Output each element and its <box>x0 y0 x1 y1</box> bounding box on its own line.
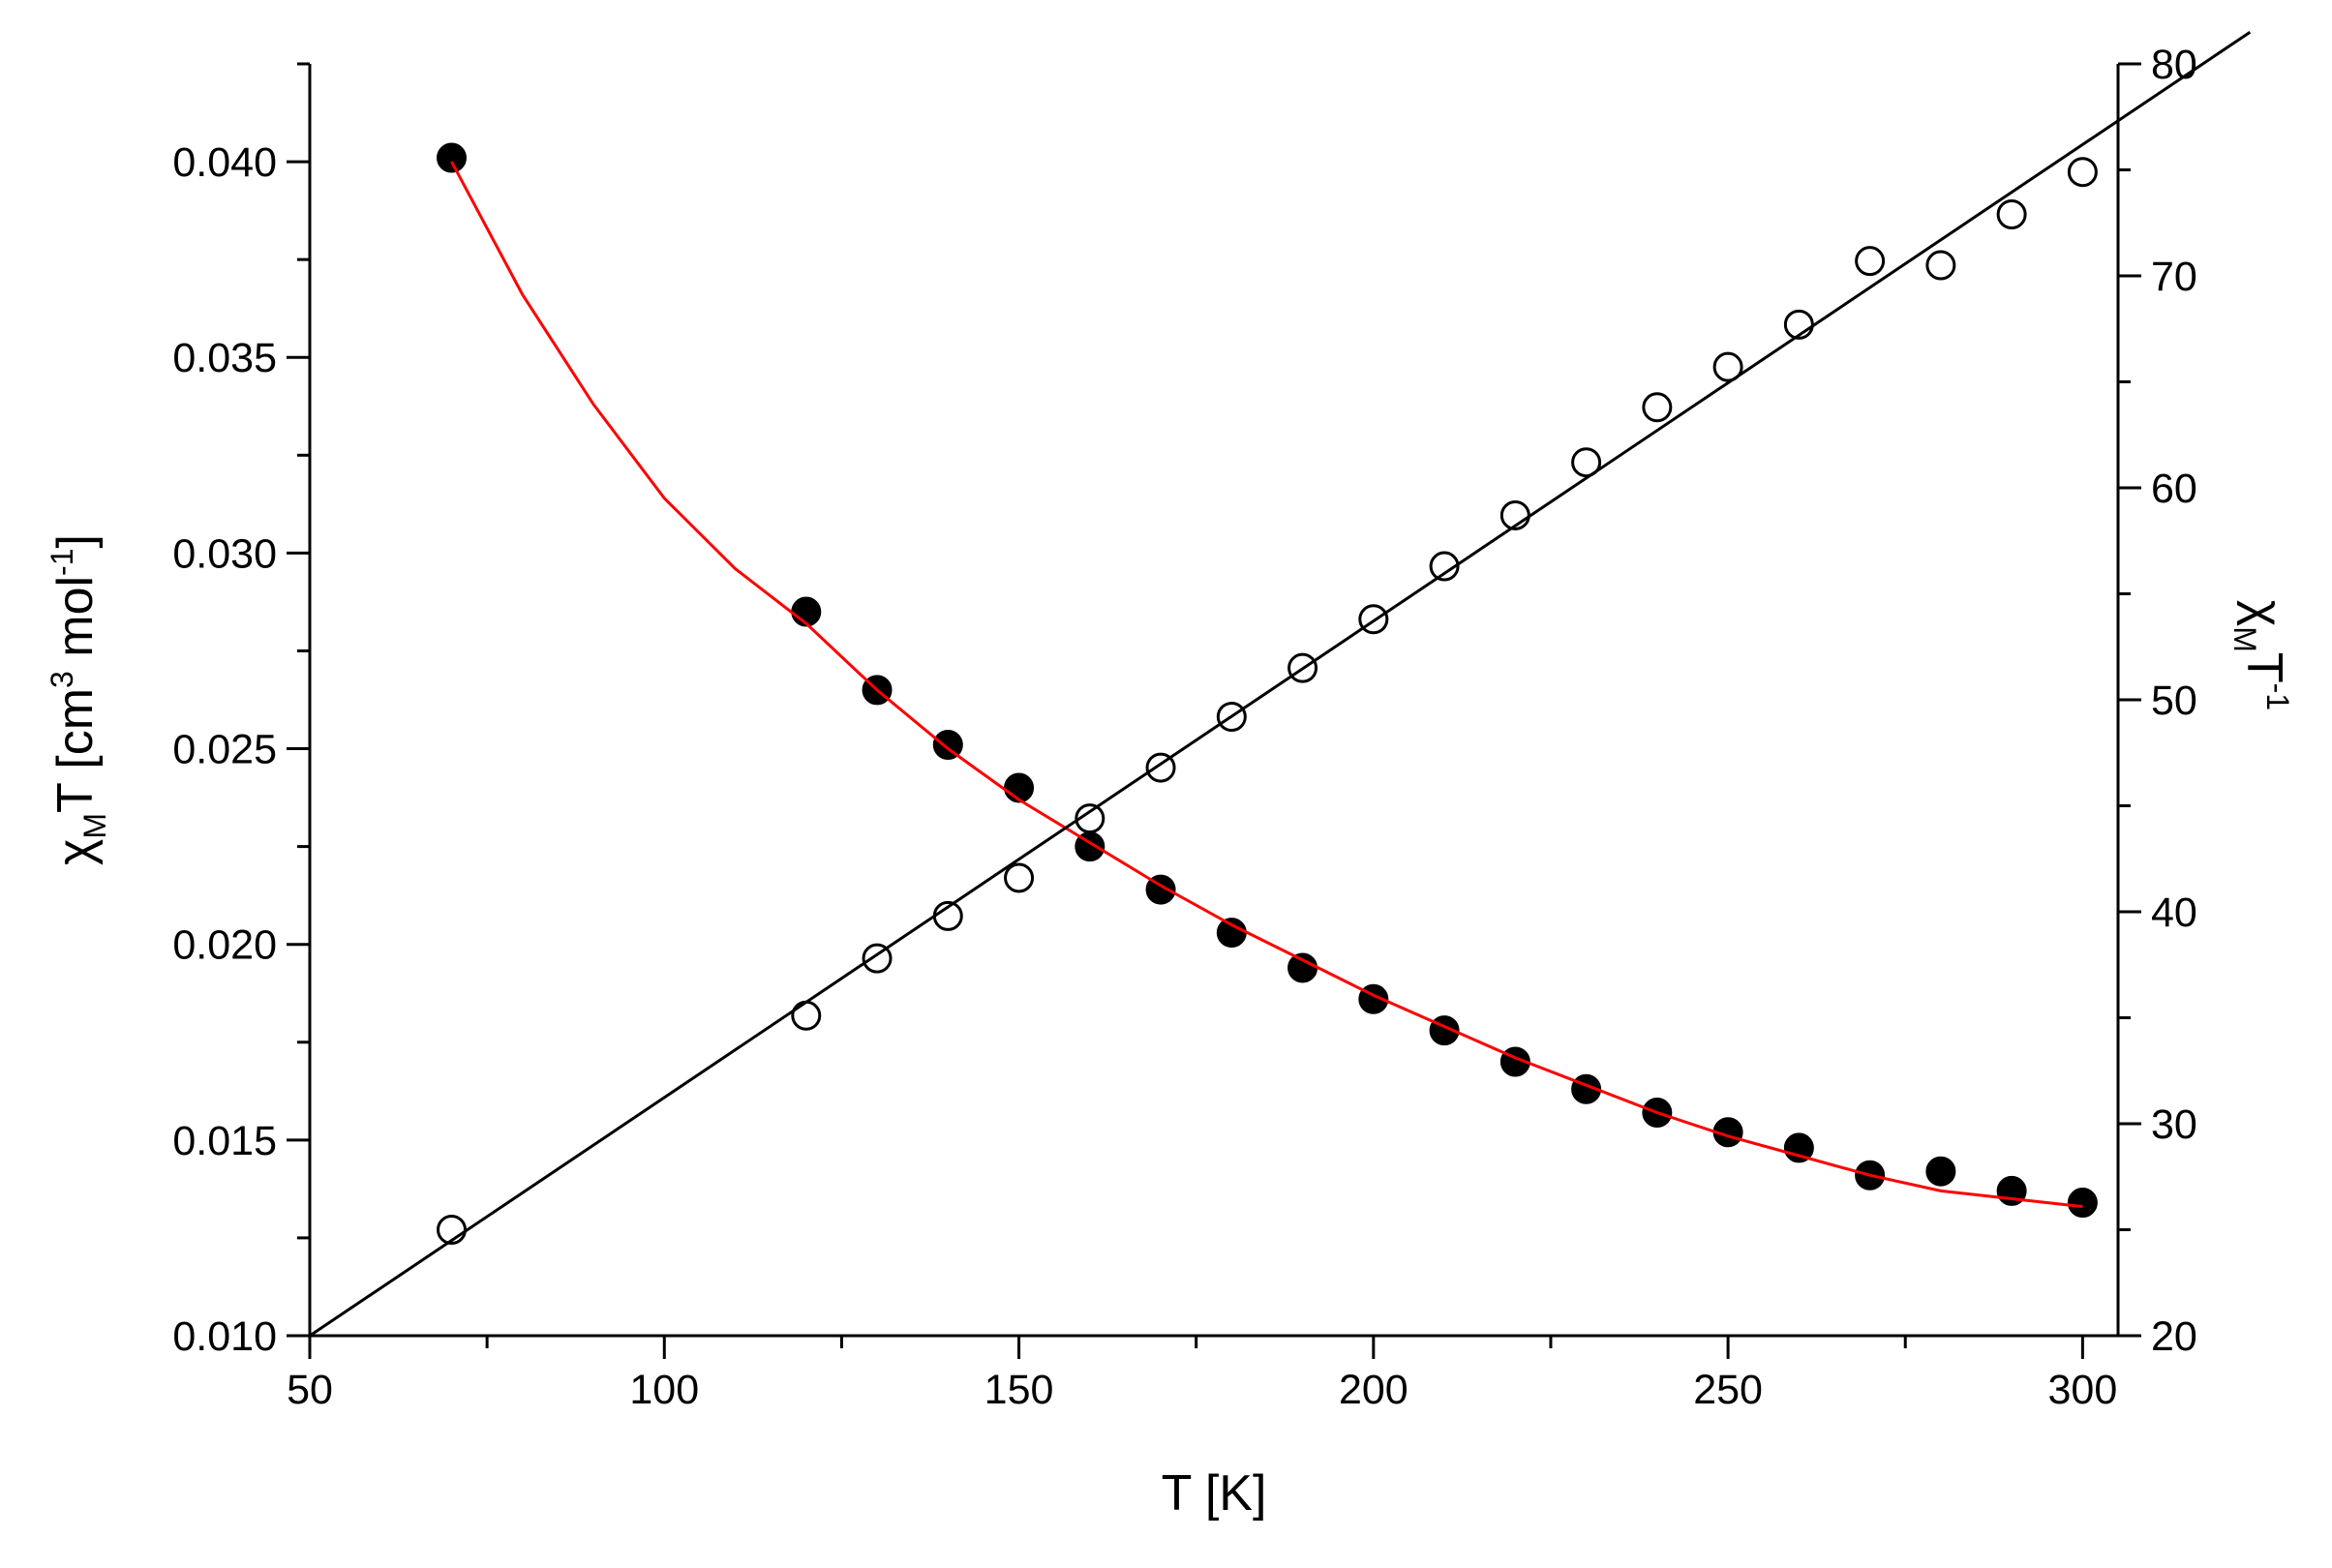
y2-axis-label: χMT-1 <box>2227 600 2295 710</box>
open-point <box>1075 803 1105 834</box>
y2-tick-label: 50 <box>2151 678 2197 724</box>
filled-point <box>932 729 963 760</box>
y-tick-label: 0.020 <box>172 922 277 969</box>
filled-point <box>1216 918 1247 949</box>
y-tick-label: 0.015 <box>172 1118 277 1164</box>
axis-label-part: ] <box>47 534 104 548</box>
axis-label-part: mol <box>47 576 104 671</box>
axis-label-part: M <box>77 813 112 839</box>
y-tick-label: 0.025 <box>172 727 277 773</box>
axis-label-part: M <box>2227 626 2262 652</box>
open-point <box>1004 862 1035 893</box>
x-tick-label: 300 <box>2047 1367 2117 1413</box>
y2-tick-label: 40 <box>2151 890 2197 936</box>
axis-label-part: -1 <box>2260 683 2295 710</box>
x-axis-label: T [K] <box>1162 1465 1267 1522</box>
open-point <box>1712 351 1743 382</box>
open-point <box>1358 604 1389 635</box>
filled-point <box>1004 772 1035 803</box>
y-tick-label: 0.010 <box>172 1313 277 1360</box>
axis-label-part: χ <box>47 839 104 865</box>
y2-tick-label: 80 <box>2151 42 2197 88</box>
x-tick-label: 150 <box>984 1367 1054 1413</box>
axis-label-part: χ <box>2236 600 2292 626</box>
open-point <box>1287 652 1318 683</box>
filled-point <box>1287 952 1318 983</box>
x-tick-label: 50 <box>287 1367 333 1413</box>
x-tick-label: 250 <box>1693 1367 1763 1413</box>
x-tick-label: 100 <box>629 1367 699 1413</box>
y2-tick-label: 20 <box>2151 1313 2197 1360</box>
y-tick-label: 0.035 <box>172 335 277 381</box>
open-point <box>1855 246 1886 277</box>
axis-label-part: T [cm <box>47 688 104 813</box>
open-point <box>862 943 893 974</box>
open-point <box>1642 392 1673 423</box>
open-point <box>1429 551 1460 582</box>
open-point <box>1996 198 2027 229</box>
y-axis-label: χMT [cm3 mol-1] <box>45 534 112 865</box>
axis-label-part: T <box>2236 652 2292 683</box>
y-tick-label: 0.040 <box>172 139 277 186</box>
fit-line <box>309 30 2252 1338</box>
open-point <box>1145 752 1176 783</box>
filled-point <box>2067 1188 2098 1219</box>
x-tick-label: 200 <box>1339 1367 1408 1413</box>
filled-point <box>791 596 822 627</box>
y2-tick-label: 60 <box>2151 466 2197 512</box>
filled-point <box>437 142 468 173</box>
filled-point <box>1925 1156 1956 1187</box>
open-point <box>1216 702 1247 733</box>
y2-tick-label: 70 <box>2151 254 2197 300</box>
open-point <box>2067 157 2098 188</box>
y-tick-label: 0.030 <box>172 530 277 577</box>
open-point <box>791 1000 822 1031</box>
axis-label-part: -1 <box>45 548 79 575</box>
open-point <box>1571 447 1602 478</box>
axis-label-part: 3 <box>45 671 79 688</box>
fit-line <box>450 161 2083 1209</box>
y2-tick-label: 30 <box>2151 1101 2197 1148</box>
open-point <box>1925 250 1956 281</box>
